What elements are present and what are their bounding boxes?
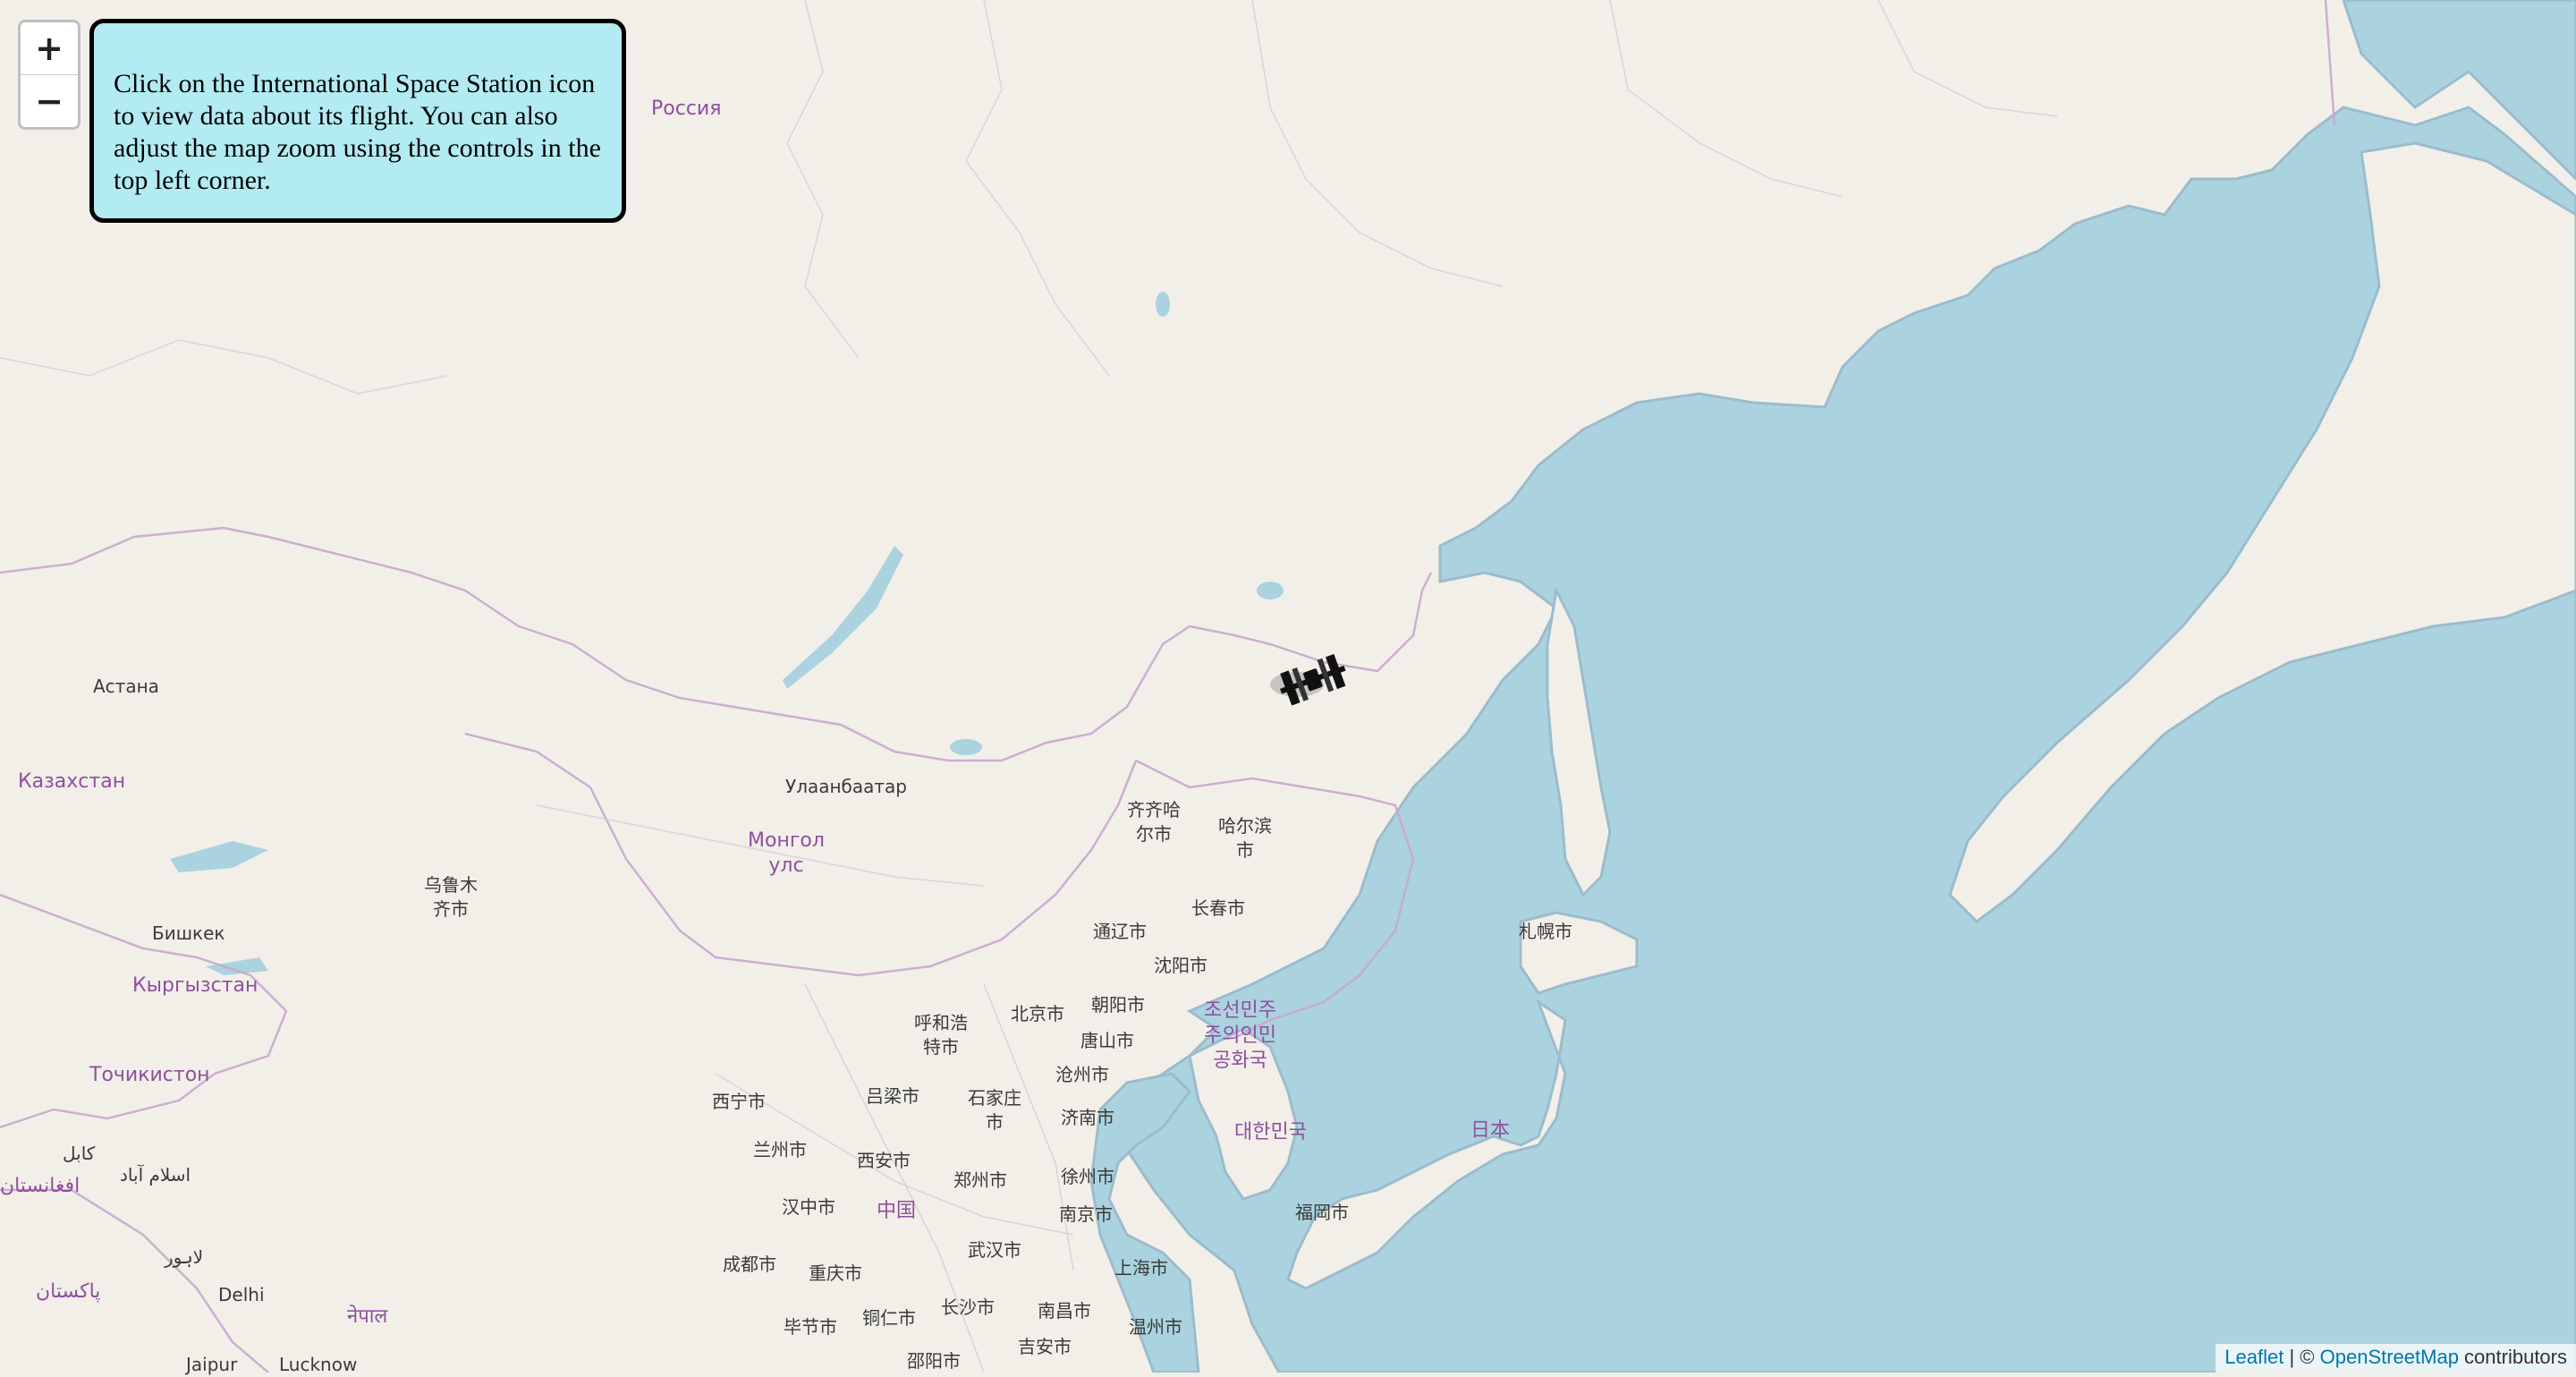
- city-label-islamabad: اسلام آباد: [120, 1164, 191, 1186]
- kamchatka: [1948, 141, 2576, 923]
- attribution-separator: | ©: [2284, 1346, 2320, 1368]
- attribution: Leaflet | © OpenStreetMap contributors: [2216, 1344, 2576, 1373]
- ocean: [1116, 0, 2576, 1373]
- city-label-urumqi: 乌鲁木 齐市: [424, 874, 478, 920]
- city-label-bishkek: Бишкек: [152, 922, 225, 944]
- city-label-changsha: 长沙市: [941, 1296, 995, 1318]
- info-text: Click on the International Space Station…: [114, 69, 601, 195]
- city-label-lahore: لاہور: [165, 1246, 204, 1268]
- city-label-wuhan: 武汉市: [968, 1239, 1021, 1261]
- zoom-in-button[interactable]: +: [35, 29, 64, 68]
- zoom-out-button[interactable]: −: [21, 74, 78, 127]
- city-label-jinan: 济南市: [1061, 1107, 1114, 1128]
- city-label-hohhot: 呼和浩 特市: [914, 1012, 968, 1058]
- city-label-nanjing: 南京市: [1059, 1203, 1113, 1225]
- city-label-shenyang: 沈阳市: [1154, 955, 1208, 976]
- city-label-astana: Астана: [93, 676, 159, 697]
- sakhalin: [1546, 586, 1612, 897]
- city-label-nanchang: 南昌市: [1038, 1300, 1091, 1322]
- city-label-shijiazhuang: 石家庄 市: [968, 1087, 1021, 1133]
- city-label-shaoyang: 邵阳市: [907, 1350, 961, 1372]
- city-label-beijing: 北京市: [1011, 1003, 1064, 1024]
- city-label-tongliao: 通辽市: [1093, 921, 1147, 942]
- city-label-xining: 西宁市: [712, 1091, 766, 1112]
- lake-baikal: [783, 546, 903, 689]
- yellow-sea: [1089, 1072, 1200, 1373]
- city-label-shanghai: 上海市: [1114, 1257, 1168, 1279]
- country-label-japan: 日本: [1470, 1119, 1511, 1142]
- city-label-lanzhou: 兰州市: [753, 1139, 807, 1160]
- city-label-xuzhou: 徐州市: [1061, 1166, 1114, 1187]
- attribution-suffix: contributors: [2458, 1346, 2567, 1368]
- city-label-lucknow: Lucknow: [279, 1354, 358, 1375]
- city-label-fukuoka: 福岡市: [1295, 1202, 1349, 1223]
- country-label-pakistan: پاکستان: [36, 1280, 101, 1303]
- country-label-kyrgyzstan: Кыргызстан: [132, 974, 258, 997]
- zoom-control: + −: [18, 20, 80, 130]
- leaflet-link[interactable]: Leaflet: [2224, 1346, 2284, 1368]
- city-label-xian: 西安市: [857, 1150, 911, 1171]
- city-label-hanzhong: 汉中市: [782, 1196, 835, 1218]
- city-label-delhi: Delhi: [218, 1284, 265, 1305]
- city-label-jian: 吉安市: [1018, 1336, 1072, 1357]
- city-label-chongqing: 重庆市: [809, 1262, 862, 1284]
- country-label-china: 中国: [877, 1200, 917, 1222]
- city-label-jaipur: Jaipur: [186, 1354, 238, 1375]
- osm-link[interactable]: OpenStreetMap: [2319, 1346, 2459, 1368]
- city-label-sapporo: 札幌市: [1519, 921, 1572, 942]
- city-label-harbin: 哈尔滨 市: [1218, 815, 1272, 861]
- hokkaido: [1519, 911, 1639, 995]
- city-label-chengdu: 成都市: [723, 1254, 776, 1275]
- country-label-tajikistan: Точикистон: [89, 1064, 210, 1086]
- city-label-tangshan: 唐山市: [1080, 1030, 1134, 1051]
- country-label-afghanistan: افغانستان: [0, 1175, 80, 1197]
- country-label-north-korea: 조선민주 주의인민 공화국: [1204, 999, 1276, 1072]
- city-label-cangzhou: 沧州市: [1055, 1064, 1109, 1085]
- country-label-nepal: नेपाल: [347, 1305, 388, 1328]
- city-label-wenzhou: 温州市: [1129, 1316, 1182, 1338]
- japan-main: [1286, 999, 1567, 1290]
- city-label-tongren: 铜仁市: [862, 1307, 916, 1329]
- korea: [1188, 1027, 1299, 1201]
- city-label-kabul: كابل: [63, 1143, 96, 1164]
- country-label-mongolia: Монгол улс: [748, 829, 825, 877]
- country-label-kazakhstan: Казахстан: [18, 770, 126, 793]
- city-label-qiqihar: 齐齐哈 尔市: [1127, 799, 1181, 845]
- country-label-russia: Россия: [651, 98, 722, 120]
- city-label-lvliang: 吕梁市: [866, 1085, 919, 1107]
- city-label-zhengzhou: 郑州市: [953, 1169, 1007, 1191]
- info-box: Click on the International Space Station…: [89, 19, 626, 223]
- iss-icon[interactable]: [1261, 644, 1360, 716]
- city-label-bijie: 毕节市: [784, 1316, 837, 1338]
- city-label-ulaanbaatar: Улаанбаатар: [785, 776, 908, 797]
- country-label-south-korea: 대한민국: [1234, 1121, 1307, 1143]
- city-label-chaoyang: 朝阳市: [1091, 994, 1145, 1016]
- city-label-changchun: 长春市: [1191, 897, 1245, 919]
